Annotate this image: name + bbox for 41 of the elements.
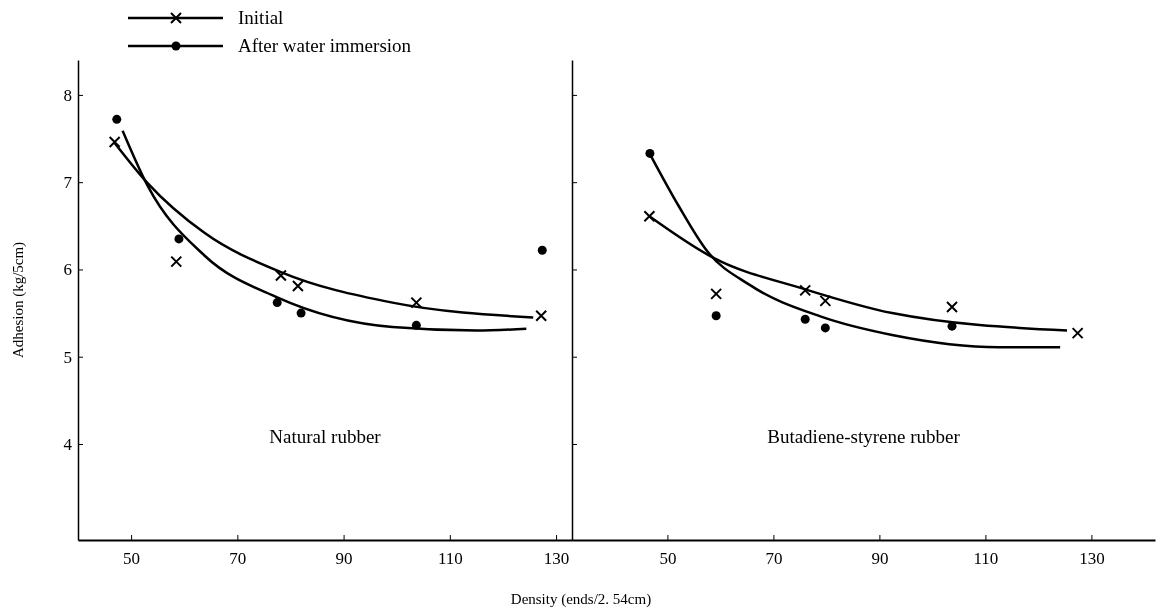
y-tick-label: 8 [63,85,72,105]
point [112,114,122,124]
x-tick-label: 50 [123,549,141,569]
x-tick-label: 110 [437,549,463,569]
point [272,298,282,308]
x-tick-label: 50 [659,549,677,569]
point [537,245,547,255]
point [800,314,810,324]
y-axis-title: Adhesion (kg/5cm) [10,241,27,359]
x-tick-label: 110 [973,549,999,569]
point [410,296,423,309]
point [643,210,656,223]
x-axis-title: Density (ends/2. 54cm) [510,591,652,608]
legend-label: After water immersion [238,35,412,56]
point [820,323,830,333]
x-tick-label: 70 [765,549,783,569]
point [946,300,959,313]
legend-label: Initial [238,7,284,28]
x-tick-label: 130 [543,549,570,569]
annotation: Natural rubber [269,426,382,447]
point [710,287,723,300]
point [799,284,812,297]
x-tick-label: 90 [335,549,353,569]
x-tick-label: 130 [1079,549,1105,569]
point [170,255,183,268]
point [296,308,306,318]
x-tick-label: 90 [871,549,889,569]
point [108,136,121,149]
point [1071,327,1084,340]
point [291,280,304,293]
y-tick-label: 5 [63,347,72,367]
point [274,269,287,282]
y-tick-label: 6 [63,260,72,280]
x-tick-label: 70 [229,549,247,569]
point [711,311,721,321]
point [535,309,548,322]
y-tick-label: 7 [63,173,73,193]
y-tick-label: 4 [63,434,73,454]
point [174,234,184,244]
annotation: Butadiene-styrene rubber [767,426,961,447]
point [819,294,832,307]
